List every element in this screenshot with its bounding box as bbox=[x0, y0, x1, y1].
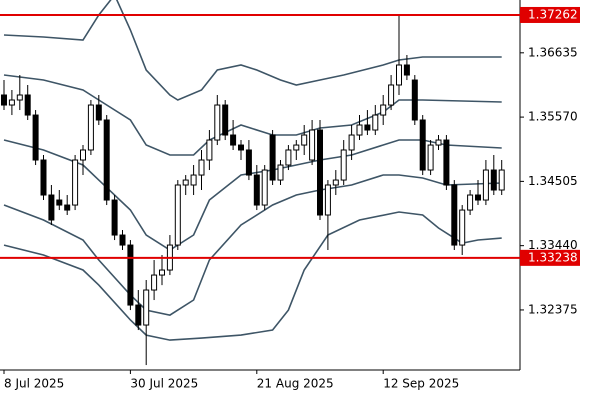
candle-body bbox=[293, 144, 300, 151]
candle-body bbox=[32, 114, 39, 161]
candle-body bbox=[127, 244, 134, 306]
y-tick-label: 1.35570 bbox=[528, 110, 578, 124]
candle-body bbox=[301, 134, 308, 146]
candle-body bbox=[72, 159, 79, 206]
candle-body bbox=[245, 149, 252, 176]
candle-body bbox=[48, 194, 55, 221]
candle-body bbox=[269, 134, 276, 181]
candle-body bbox=[198, 159, 205, 176]
candle-body bbox=[143, 289, 150, 326]
candle-body bbox=[1, 94, 7, 106]
candle-body bbox=[159, 269, 165, 276]
y-tick-label: 1.36635 bbox=[528, 45, 578, 59]
candle-body bbox=[119, 234, 126, 246]
candle-body bbox=[174, 184, 181, 246]
candle-body bbox=[348, 134, 355, 151]
candle-body bbox=[190, 174, 197, 186]
candle-body bbox=[396, 64, 402, 86]
price-level-tag bbox=[520, 249, 580, 266]
candle-body bbox=[111, 199, 118, 236]
candle-body bbox=[230, 134, 237, 146]
candle-body bbox=[95, 104, 102, 121]
candle-body bbox=[498, 169, 505, 191]
candle-body bbox=[388, 84, 395, 106]
candle-body bbox=[427, 144, 434, 171]
candle-body bbox=[182, 179, 189, 186]
candle-body bbox=[451, 184, 458, 246]
candle-body bbox=[372, 114, 379, 131]
y-tick-label: 1.32375 bbox=[528, 302, 578, 316]
candle-body bbox=[475, 194, 481, 201]
bollinger-band bbox=[3, 0, 502, 101]
candle-body bbox=[64, 204, 71, 211]
candle-body bbox=[356, 124, 363, 136]
price-level-tag bbox=[520, 6, 580, 23]
candle-body bbox=[238, 144, 244, 151]
candle-body bbox=[206, 139, 213, 161]
y-tick-label: 1.34505 bbox=[528, 174, 578, 188]
candle-body bbox=[261, 169, 268, 206]
candle-body bbox=[277, 164, 284, 181]
candle-body bbox=[419, 119, 426, 171]
candle-body bbox=[24, 94, 31, 116]
bollinger-band bbox=[3, 174, 502, 316]
candle-body bbox=[490, 169, 497, 191]
candle-body bbox=[16, 94, 23, 101]
candle-body bbox=[380, 104, 387, 116]
candle-body bbox=[80, 149, 86, 161]
candle-body bbox=[214, 104, 221, 141]
x-tick-label: 8 Jul 2025 bbox=[4, 377, 64, 391]
candle-body bbox=[403, 64, 410, 76]
candle-body bbox=[103, 119, 110, 201]
candle-body bbox=[364, 124, 371, 131]
x-tick-label: 12 Sep 2025 bbox=[383, 377, 459, 391]
candle-body bbox=[435, 139, 442, 146]
bollinger-band bbox=[3, 211, 502, 341]
candle-body bbox=[8, 99, 15, 106]
x-tick-label: 30 Jul 2025 bbox=[130, 377, 198, 391]
bollinger-band bbox=[3, 139, 502, 251]
candle-body bbox=[467, 194, 474, 211]
plot-area bbox=[1, 0, 505, 366]
candle-body bbox=[222, 104, 229, 136]
price-level-label: 1.33238 bbox=[528, 250, 578, 264]
candle-body bbox=[443, 139, 450, 186]
x-tick-label: 21 Aug 2025 bbox=[257, 377, 334, 391]
candle-body bbox=[324, 184, 331, 216]
candle-body bbox=[56, 199, 63, 206]
candle-body bbox=[151, 274, 158, 291]
candle-body bbox=[459, 209, 466, 246]
candle-body bbox=[135, 304, 142, 326]
candle-body bbox=[285, 149, 292, 166]
candle-body bbox=[482, 169, 489, 201]
candle-body bbox=[332, 179, 339, 186]
candle-body bbox=[309, 129, 316, 161]
candle-body bbox=[40, 159, 47, 196]
y-tick-label: 1.33440 bbox=[528, 238, 578, 252]
candle-body bbox=[253, 174, 260, 206]
price-level-label: 1.37262 bbox=[528, 7, 578, 21]
candle-body bbox=[411, 79, 418, 121]
candle-body bbox=[87, 104, 94, 151]
candle-body bbox=[317, 129, 323, 216]
candle-body bbox=[340, 149, 347, 181]
